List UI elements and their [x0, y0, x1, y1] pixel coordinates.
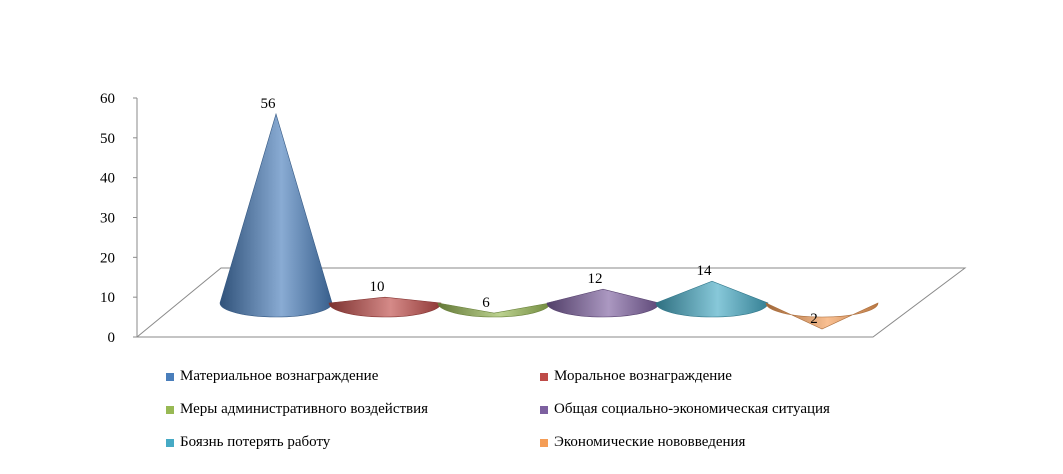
legend-item: Общая социально-экономическая ситуация [540, 401, 830, 418]
cone-0 [220, 114, 332, 317]
y-tick-label: 60 [100, 91, 115, 107]
chart-cones [220, 114, 878, 329]
legend-swatch [540, 373, 548, 381]
legend-item: Материальное вознаграждение [166, 368, 378, 385]
data-label: 6 [482, 295, 490, 311]
legend-item: Экономические нововведения [540, 434, 745, 451]
y-tick-label: 0 [108, 330, 116, 346]
cone-5 [766, 303, 878, 329]
legend-item: Моральное вознаграждение [540, 368, 732, 385]
cone-chart: 0 10 20 30 40 50 60 56 10 6 12 14 2 [0, 0, 1063, 360]
legend-item: Боязнь потерять работу [166, 434, 330, 451]
legend-swatch [166, 373, 174, 381]
legend-label: Меры административного воздействия [180, 401, 428, 418]
cone-2 [438, 303, 550, 317]
data-label: 2 [810, 311, 818, 327]
legend-label: Общая социально-экономическая ситуация [554, 401, 830, 418]
cone-body [547, 289, 659, 317]
y-tick-label: 40 [100, 171, 115, 187]
data-label: 12 [588, 271, 603, 287]
cone-1 [329, 297, 441, 317]
y-tick-label: 10 [100, 290, 115, 306]
legend-swatch [540, 439, 548, 447]
cone-4 [656, 281, 768, 317]
legend-label: Моральное вознаграждение [554, 368, 732, 385]
cone-body [220, 114, 332, 317]
cone-body [438, 303, 550, 317]
cone-body [766, 303, 878, 329]
legend-swatch [540, 406, 548, 414]
legend-swatch [166, 439, 174, 447]
cone-3 [547, 289, 659, 317]
y-tick-label: 20 [100, 250, 115, 266]
y-tick-label: 30 [100, 211, 115, 227]
data-label: 14 [697, 263, 713, 279]
legend-label: Боязнь потерять работу [180, 434, 330, 451]
cone-body [656, 281, 768, 317]
data-label: 10 [370, 279, 385, 295]
legend-swatch [166, 406, 174, 414]
cone-body [329, 297, 441, 317]
y-tick-label: 50 [100, 131, 115, 147]
legend-label: Материальное вознаграждение [180, 368, 378, 385]
legend-label: Экономические нововведения [554, 434, 745, 451]
y-axis-ticks: 0 10 20 30 40 50 60 [100, 91, 137, 346]
data-label: 56 [261, 96, 277, 112]
legend-item: Меры административного воздействия [166, 401, 428, 418]
